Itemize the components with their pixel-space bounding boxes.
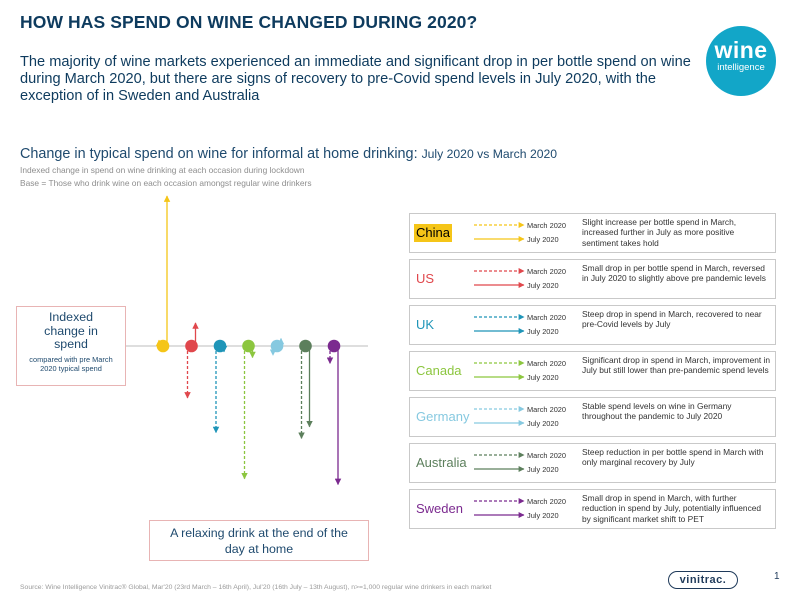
legend-description-australia: Steep reduction in per bottle spend in M…: [582, 447, 764, 468]
chart-subtitle: Change in typical spend on wine for info…: [20, 146, 557, 162]
uk-marker-dot: [213, 339, 227, 353]
legend-country-uk: UK: [416, 317, 435, 332]
canada-marker-dot: [242, 339, 255, 353]
indexed-change-line-2: change in: [44, 323, 98, 338]
legend-july-label-us: July 2020: [527, 281, 559, 290]
legend-july-label-germany: July 2020: [527, 419, 559, 428]
legend-row-australia: Australia March 2020 July 2020 Steep reduct…: [409, 443, 776, 483]
chart-subtitle-rest: July 2020 vs March 2020: [421, 147, 558, 161]
page-number: 1: [774, 571, 780, 582]
legend-country-us: US: [416, 271, 435, 286]
legend-description-sweden: Small drop in spend in March, with furth…: [582, 493, 762, 524]
legend-description-us: Small drop in per bottle spend in March,…: [582, 263, 766, 284]
chart-note-indexed: Indexed change in spend on wine drinking…: [20, 165, 305, 175]
legend-row-canada: Canada March 2020 July 2020 Significant dro…: [409, 351, 776, 391]
occasion-caption-line-2: day at home: [224, 542, 294, 556]
chart-subtitle-main: Change in typical spend on wine for info…: [20, 146, 418, 162]
legend-country-australia: Australia: [416, 455, 467, 470]
legend-march-label-uk: March 2020: [527, 313, 567, 322]
legend-march-label-china: March 2020: [527, 221, 567, 230]
wine-intelligence-logo: wine intelligence: [706, 26, 776, 96]
legend-line-samples-australia: [474, 452, 525, 472]
indexed-change-line-3: spend: [54, 337, 88, 351]
china-marker-dot: [156, 339, 170, 353]
legend-march-label-us: March 2020: [527, 267, 567, 276]
legend-country-china: China: [414, 224, 452, 242]
legend-line-samples-china: [474, 222, 525, 242]
indexed-change-footnote: compared with pre March 2020 typical spe…: [29, 354, 113, 373]
indexed-change-line-1: Indexed: [48, 310, 94, 324]
sweden-marker-dot: [327, 339, 341, 353]
page-title: HOW HAS SPEND ON WINE CHANGED DURING 202…: [20, 12, 478, 32]
legend-country-canada: Canada: [416, 363, 462, 378]
legend-description-canada: Significant drop in spend in March, impr…: [582, 355, 771, 376]
legend-country-germany: Germany: [416, 409, 470, 424]
us-marker-dot: [185, 339, 198, 353]
legend-row-china: China March 2020 July 2020 Slight increase …: [409, 213, 776, 253]
legend-row-sweden: Sweden March 2020 July 2020 Small drop in s…: [409, 489, 776, 529]
vinitrac-logo: vinitrac.: [668, 571, 738, 589]
legend-july-label-uk: July 2020: [527, 327, 559, 336]
legend-line-samples-canada: [474, 360, 525, 380]
legend-july-label-china: July 2020: [527, 235, 559, 244]
legend-country-sweden: Sweden: [416, 501, 463, 516]
legend-description-uk: Steep drop in spend in March, recovered …: [582, 309, 762, 330]
legend-march-label-sweden: March 2020: [527, 497, 567, 506]
legend-line-samples-sweden: [474, 498, 525, 518]
occasion-caption-line-1: A relaxing drink at the end of the: [170, 526, 348, 540]
legend-description-china: Slight increase per bottle spend in Marc…: [582, 217, 737, 248]
legend-july-label-australia: July 2020: [527, 465, 559, 474]
legend-july-label-canada: July 2020: [527, 373, 559, 382]
legend-march-label-australia: March 2020: [527, 451, 567, 460]
legend-line-samples-us: [474, 268, 525, 288]
chart-note-base: Base = Those who drink wine on each occa…: [20, 178, 312, 188]
logo-word-wine: wine: [714, 37, 768, 63]
legend-march-label-canada: March 2020: [527, 359, 567, 368]
legend-description-germany: Stable spend levels on wine in Germany t…: [582, 401, 732, 422]
legend-line-samples-germany: [474, 406, 525, 426]
legend-row-uk: UK March 2020 July 2020 Steep drop in spend…: [409, 305, 776, 345]
legend-march-label-germany: March 2020: [527, 405, 567, 414]
legend-row-us: US March 2020 July 2020 Small drop in per b…: [409, 259, 776, 299]
lead-paragraph: The majority of wine markets experienced…: [20, 54, 691, 105]
legend-row-germany: Germany March 2020 July 2020 Stable spend l…: [409, 397, 776, 437]
source-footnote: Source: Wine Intelligence Vinitrac® Glob…: [20, 584, 492, 591]
occasion-caption-box: A relaxing drink at the end of the day a…: [149, 520, 369, 561]
indexed-change-label-box: Indexed change in spend compared with pr…: [16, 306, 126, 386]
australia-marker-dot: [299, 339, 312, 353]
germany-marker-dot: [270, 339, 284, 353]
logo-word-intelligence: intelligence: [717, 62, 765, 73]
legend-july-label-sweden: July 2020: [527, 511, 559, 520]
legend-line-samples-uk: [474, 314, 525, 334]
